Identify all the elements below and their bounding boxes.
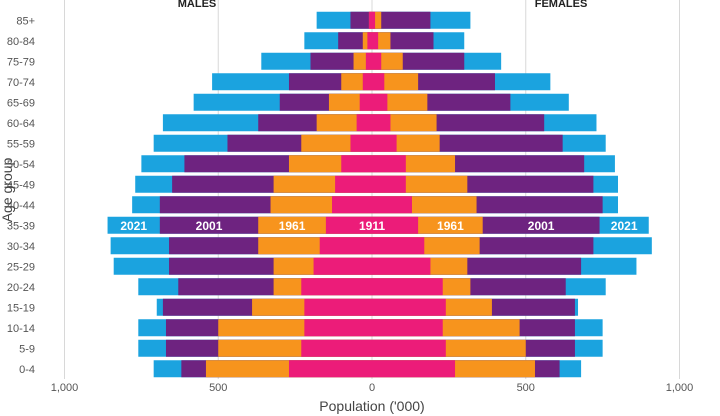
bar-female-1911-15-19 (372, 298, 446, 316)
bar-male-1911-5-9 (301, 339, 372, 357)
bar-male-1911-40-44 (332, 196, 372, 214)
bar-male-1911-45-49 (335, 175, 372, 193)
bar-male-1911-80-84 (367, 32, 372, 50)
x-tick-labels: 1,000 500 0 500 1,000 (51, 382, 694, 394)
bar-female-1911-0-4 (372, 360, 456, 378)
bar-female-1911-5-9 (372, 339, 446, 357)
bar-male-1911-50-54 (341, 155, 372, 173)
y-tick-label: 15-19 (7, 302, 35, 314)
series-label-left-2001: 2001 (196, 219, 223, 233)
bar-female-1911-65-69 (372, 93, 388, 111)
bar-male-1911-60-64 (356, 114, 372, 132)
y-tick-label: 70-74 (7, 77, 35, 89)
x-tick-label: 500 (209, 382, 227, 394)
bar-female-1961-85+ (372, 11, 382, 29)
bar-female-1911-20-24 (372, 278, 443, 296)
bar-male-1911-70-74 (362, 73, 372, 91)
y-tick-label: 80-84 (7, 36, 35, 48)
bar-male-1911-35-39 (325, 216, 372, 234)
bar-male-1911-65-69 (359, 93, 372, 111)
x-tick-label: 0 (369, 382, 375, 394)
bar-male-1911-75-79 (365, 52, 372, 70)
y-tick-label: 40-44 (7, 200, 35, 212)
bar-female-1911-60-64 (372, 114, 391, 132)
bar-female-1911-55-59 (372, 134, 397, 152)
bar-male-2001-85+ (350, 11, 372, 29)
bar-female-1911-35-39 (372, 216, 419, 234)
bar-female-1911-50-54 (372, 155, 406, 173)
y-tick-label: 20-24 (7, 282, 35, 294)
x-tick-label: 1,000 (666, 382, 694, 394)
y-tick-label: 50-54 (7, 159, 35, 171)
bar-female-1911-85+ (372, 11, 376, 29)
bar-male-1911-85+ (368, 11, 372, 29)
y-tick-label: 5-9 (19, 343, 35, 355)
y-tick-label: 30-34 (7, 241, 35, 253)
y-tick-label: 75-79 (7, 56, 35, 68)
series-label-left-2021: 2021 (120, 219, 147, 233)
y-tick-label: 55-59 (7, 138, 35, 150)
bar-female-1911-40-44 (372, 196, 412, 214)
bar-female-1911-25-29 (372, 257, 431, 275)
bar-male-1911-0-4 (288, 360, 372, 378)
x-tick-label: 500 (517, 382, 535, 394)
bar-male-1911-25-29 (313, 257, 372, 275)
y-tick-label: 35-39 (7, 220, 35, 232)
bar-male-1911-30-34 (319, 237, 372, 255)
bar-female-2001-85+ (372, 11, 431, 29)
bar-female-1911-10-14 (372, 319, 443, 337)
bar-male-1911-55-59 (350, 134, 372, 152)
y-tick-label: 85+ (16, 15, 35, 27)
y-tick-label: 25-29 (7, 261, 35, 273)
y-tick-label: 45-49 (7, 179, 35, 191)
x-tick-label: 1,000 (51, 382, 79, 394)
bars-group (107, 11, 652, 378)
bar-female-1911-75-79 (372, 52, 382, 70)
x-axis-title: Population ('000) (319, 398, 424, 414)
bar-female-1911-45-49 (372, 175, 406, 193)
females-label: FEMALES (535, 0, 588, 10)
y-axis-title: Age group (0, 157, 15, 222)
y-tick-labels: 0-4 5-9 10-14 15-19 20-24 25-29 30-34 35-39 40-4… (7, 15, 35, 376)
y-tick-label: 65-69 (7, 97, 35, 109)
bar-male-1911-10-14 (304, 319, 372, 337)
males-label: MALES (178, 0, 217, 10)
series-label-right-1961: 1961 (437, 219, 464, 233)
series-label-right-2021: 2021 (611, 219, 638, 233)
bar-male-1911-15-19 (304, 298, 372, 316)
series-label-right-2001: 2001 (528, 219, 555, 233)
series-row-labels: 2021 2001 1961 1911 1961 2001 2021 (120, 219, 637, 233)
y-tick-label: 60-64 (7, 118, 35, 130)
bar-female-1911-70-74 (372, 73, 385, 91)
y-tick-label: 10-14 (7, 323, 35, 335)
bar-female-1911-30-34 (372, 237, 425, 255)
y-tick-label: 0-4 (19, 364, 35, 376)
bar-male-1911-20-24 (301, 278, 372, 296)
bar-female-1911-80-84 (372, 32, 379, 50)
series-label-left-1961: 1961 (279, 219, 306, 233)
series-label-center-1911: 1911 (359, 219, 385, 233)
